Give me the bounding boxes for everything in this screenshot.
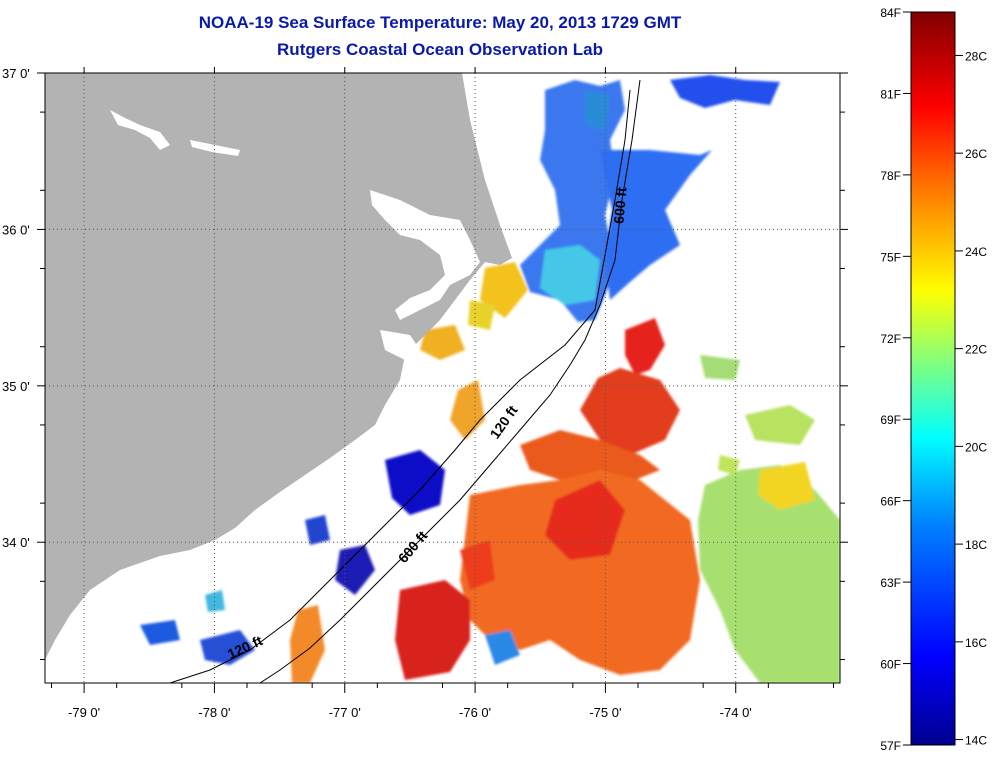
sst-patch <box>200 630 255 665</box>
land <box>45 73 512 660</box>
sst-patch <box>305 515 330 545</box>
sound <box>380 330 420 360</box>
sound <box>370 190 480 320</box>
colorbar-c-label: 24C <box>965 245 987 259</box>
axis-ticks: -79 0' -78 0' -77 0' -76 0' -75 0' -74 0' 37 0… <box>2 66 848 720</box>
sound <box>410 382 445 410</box>
graticule <box>45 73 840 683</box>
colorbar-c-label: 22C <box>965 343 987 357</box>
sst-patch <box>485 630 520 665</box>
lon-tick-label: -76 0' <box>459 705 491 720</box>
lon-tick-label: -77 0' <box>329 705 361 720</box>
sst-patch <box>540 245 600 305</box>
sst-patch <box>545 480 625 560</box>
isobath-600ft <box>259 79 641 683</box>
sst-patch <box>468 300 495 330</box>
isobath-lines <box>169 79 641 683</box>
isobath-label: 600 ft <box>610 186 629 224</box>
sst-patch <box>585 90 610 130</box>
sst-patch <box>290 605 325 683</box>
colorbar-c-label: 14C <box>965 734 987 748</box>
river <box>110 110 170 150</box>
colorbar-c-label: 28C <box>965 49 987 63</box>
map-subtitle: Rutgers Coastal Ocean Observation Lab <box>277 40 603 59</box>
colorbar-gradient <box>910 11 956 746</box>
sst-patch <box>460 540 495 590</box>
colorbar-c-label: 26C <box>965 147 987 161</box>
sst-patch <box>758 462 815 510</box>
colorbar-f-label: 81F <box>880 87 901 101</box>
colorbar-f-label: 69F <box>880 413 901 427</box>
colorbar-c-label: 16C <box>965 636 987 650</box>
sst-patch <box>700 355 740 380</box>
lon-tick-label: -79 0' <box>68 705 100 720</box>
sst-patch <box>670 75 780 108</box>
lon-tick-label: -75 0' <box>589 705 621 720</box>
sst-patch <box>420 325 465 360</box>
colorbar-f-label: 63F <box>880 576 901 590</box>
sst-patch <box>745 405 815 445</box>
colorbar: 84F 81F 78F 75F 72F 69F 66F 63F 60F 57F 28C 26C 24C 2… <box>880 6 987 753</box>
colorbar-f-label: 75F <box>880 250 901 264</box>
lat-tick-label: 36 0' <box>2 222 30 237</box>
lon-tick-label: -74 0' <box>720 705 752 720</box>
sst-patch <box>600 150 712 300</box>
sst-patch <box>385 450 445 515</box>
river <box>190 140 240 156</box>
colorbar-f-label: 60F <box>880 658 901 672</box>
colorbar-c-label: 18C <box>965 538 987 552</box>
sst-patch <box>205 590 225 612</box>
colorbar-f-label: 57F <box>880 739 901 753</box>
sst-patch <box>480 262 528 318</box>
lat-tick-label: 34 0' <box>2 535 30 550</box>
sst-patch <box>698 465 840 683</box>
sst-patch <box>460 470 700 675</box>
map-title: NOAA-19 Sea Surface Temperature: May 20,… <box>198 13 682 32</box>
sst-patch <box>395 580 470 680</box>
colorbar-f-label: 78F <box>880 169 901 183</box>
sst-patch <box>520 430 660 480</box>
sst-patch <box>718 455 740 475</box>
lon-tick-label: -78 0' <box>198 705 230 720</box>
colorbar-f-label: 72F <box>880 332 901 346</box>
colorbar-f-label: 84F <box>880 6 901 20</box>
sst-patch <box>625 318 665 375</box>
colorbar-c-label: 20C <box>965 440 987 454</box>
lat-tick-label: 35 0' <box>2 379 30 394</box>
lat-tick-label: 37 0' <box>2 66 30 81</box>
isobath-120ft <box>169 89 631 683</box>
colorbar-f-label: 66F <box>880 495 901 509</box>
colorbar-ticks: 84F 81F 78F 75F 72F 69F 66F 63F 60F 57F 28C 26C 24C 2… <box>880 6 987 753</box>
sst-patch <box>140 620 180 645</box>
